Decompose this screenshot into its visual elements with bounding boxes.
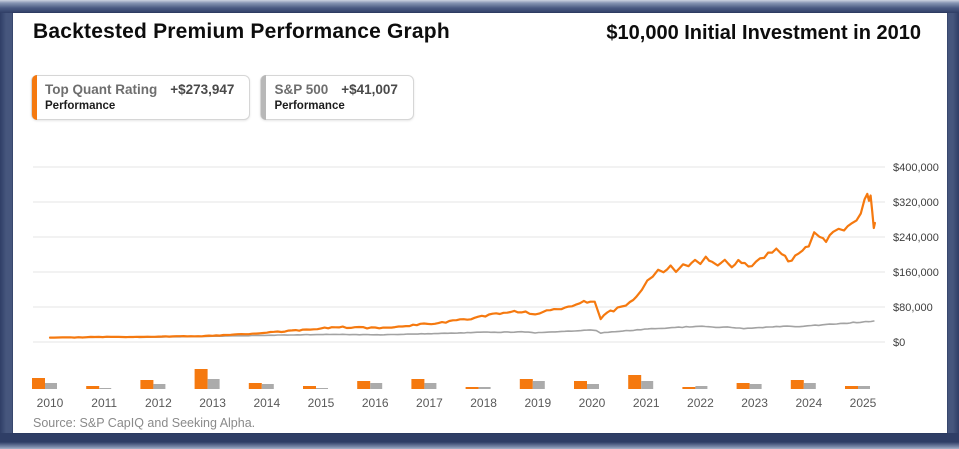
legend-top-quant-sub: Performance — [45, 100, 116, 112]
annual-bar-top-quant — [628, 375, 642, 389]
annual-bar-sp500 — [316, 388, 328, 389]
annual-bar-sp500 — [478, 387, 491, 389]
y-tick-label: $80,000 — [893, 302, 933, 314]
x-tick-label: 2010 — [37, 396, 64, 410]
x-tick-label: 2023 — [741, 396, 768, 410]
y-tick-label: $0 — [893, 337, 905, 349]
sp500-accent-bar — [261, 75, 267, 120]
annual-bar-sp500 — [45, 383, 57, 389]
annual-bar-sp500 — [370, 383, 383, 389]
annual-bar-top-quant — [248, 383, 262, 389]
annual-bar-sp500 — [695, 386, 708, 389]
legend-sp500-value: +$41,007 — [341, 82, 398, 97]
x-tick-label: 2019 — [524, 396, 551, 410]
annual-bar-sp500 — [207, 379, 220, 389]
annual-bar-sp500 — [99, 388, 112, 389]
x-tick-label: 2020 — [579, 396, 606, 410]
x-tick-label: 2017 — [416, 396, 443, 410]
x-tick-label: 2014 — [253, 396, 280, 410]
annual-bar-top-quant — [411, 379, 425, 389]
y-tick-label: $160,000 — [893, 267, 939, 279]
annual-bar-sp500 — [587, 384, 599, 389]
annual-bar-top-quant — [86, 386, 100, 389]
chart-panel: Backtested Premium Performance Graph $10… — [13, 13, 947, 433]
x-tick-label: 2021 — [633, 396, 660, 410]
legend-box-sp500[interactable]: S&P 500 +$41,007 Performance — [260, 75, 414, 120]
annual-bar-sp500 — [261, 384, 274, 389]
annual-bar-top-quant — [790, 380, 804, 389]
annual-bar-top-quant — [682, 387, 696, 389]
legend-top-quant-name: Top Quant Rating — [45, 82, 158, 97]
annual-bar-top-quant — [194, 369, 208, 389]
legend-box-top-quant[interactable]: Top Quant Rating +$273,947 Performance — [31, 75, 251, 120]
page-title: Backtested Premium Performance Graph — [33, 20, 450, 43]
header-subtitle: $10,000 Initial Investment in 2010 — [606, 22, 921, 44]
top-quant-accent-bar — [32, 75, 37, 120]
annual-bar-top-quant — [303, 386, 316, 389]
legend-top-quant-value: +$273,947 — [170, 82, 235, 97]
x-tick-label: 2025 — [850, 396, 877, 410]
x-tick-label: 2024 — [795, 396, 822, 410]
x-tick-label: 2015 — [308, 396, 335, 410]
annual-bar-top-quant — [465, 387, 479, 389]
annual-bar-top-quant — [32, 378, 45, 389]
annual-bar-top-quant — [574, 381, 587, 389]
annual-bar-sp500 — [803, 383, 816, 389]
sp500-line — [49, 320, 875, 339]
x-tick-label: 2011 — [91, 396, 117, 410]
annual-bar-sp500 — [532, 381, 545, 389]
top-quant-line — [48, 192, 877, 339]
annual-bar-sp500 — [424, 383, 437, 389]
annual-bar-sp500 — [153, 384, 166, 389]
legend: Top Quant Rating +$273,947 Performance S&… — [31, 75, 414, 120]
annual-bar-top-quant — [845, 386, 858, 389]
annual-bar-sp500 — [749, 384, 762, 389]
x-tick-label: 2013 — [199, 396, 226, 410]
y-tick-label: $400,000 — [893, 162, 939, 174]
legend-sp500-name: S&P 500 — [274, 82, 329, 97]
legend-sp500-sub: Performance — [274, 100, 345, 112]
source-note: Source: S&P CapIQ and Seeking Alpha. — [33, 416, 256, 430]
y-tick-label: $240,000 — [893, 232, 939, 244]
annual-bar-top-quant — [736, 383, 750, 389]
annual-bar-top-quant — [140, 380, 154, 389]
x-tick-label: 2022 — [687, 396, 714, 410]
y-tick-label: $320,000 — [893, 197, 939, 209]
x-tick-label: 2012 — [145, 396, 172, 410]
performance-chart: $400,000 $320,000 $240,000 $160,000 $80,000 $… — [32, 162, 939, 410]
annual-bar-sp500 — [858, 386, 870, 389]
x-tick-label: 2016 — [362, 396, 389, 410]
x-tick-label: 2018 — [470, 396, 497, 410]
annual-bar-sp500 — [641, 381, 654, 389]
annual-bar-top-quant — [519, 379, 533, 389]
annual-bar-top-quant — [357, 381, 371, 389]
